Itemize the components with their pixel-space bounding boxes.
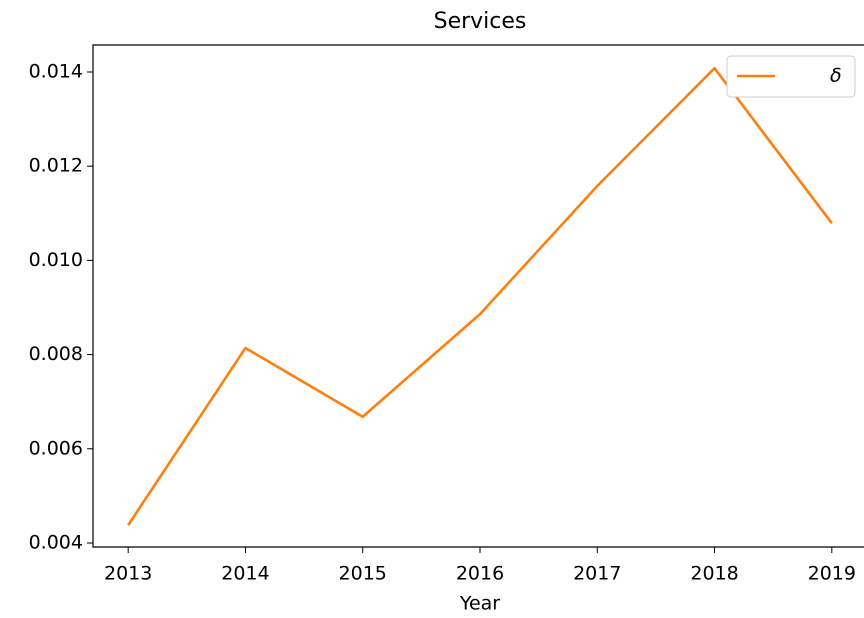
x-tick-label: 2017 [573,563,621,585]
x-tick-label: 2015 [339,563,387,585]
x-axis-label: Year [459,593,500,615]
axes-frame [92,44,864,548]
x-tick-label: 2019 [808,563,856,585]
legend-label: δ [830,65,842,87]
y-tick-label: 0.006 [29,437,83,459]
y-tick-label: 0.004 [29,531,83,553]
y-tick-label: 0.014 [29,60,83,82]
y-tick-label: 0.008 [29,343,83,365]
x-tick-label: 2014 [221,563,269,585]
x-tick-label: 2016 [456,563,504,585]
y-tick-label: 0.012 [29,155,83,177]
x-tick-label: 2013 [104,563,152,585]
chart-title: Services [434,9,527,34]
y-tick-label: 0.010 [29,249,83,271]
legend-box [726,55,856,98]
x-tick-label: 2018 [690,563,738,585]
line-series [127,66,833,526]
